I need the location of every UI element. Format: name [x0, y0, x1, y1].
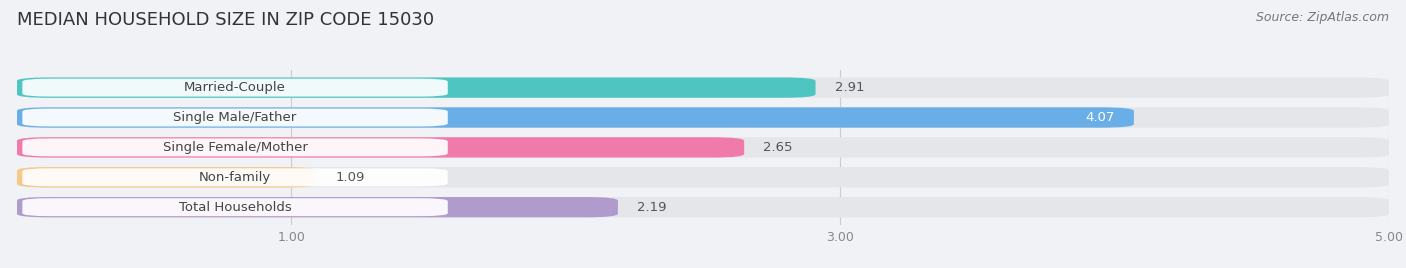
FancyBboxPatch shape [17, 197, 617, 217]
FancyBboxPatch shape [22, 198, 447, 216]
Text: Married-Couple: Married-Couple [184, 81, 285, 94]
FancyBboxPatch shape [22, 79, 447, 96]
Text: Source: ZipAtlas.com: Source: ZipAtlas.com [1256, 11, 1389, 24]
FancyBboxPatch shape [17, 77, 815, 98]
Text: 4.07: 4.07 [1085, 111, 1115, 124]
Text: 2.91: 2.91 [835, 81, 865, 94]
FancyBboxPatch shape [17, 107, 1133, 128]
FancyBboxPatch shape [17, 197, 1389, 217]
Text: Single Male/Father: Single Male/Father [173, 111, 297, 124]
FancyBboxPatch shape [22, 109, 447, 126]
Text: Single Female/Mother: Single Female/Mother [163, 141, 308, 154]
FancyBboxPatch shape [17, 137, 744, 158]
Text: 2.19: 2.19 [637, 201, 666, 214]
FancyBboxPatch shape [22, 168, 447, 186]
Text: 2.65: 2.65 [763, 141, 793, 154]
Text: Total Households: Total Households [179, 201, 291, 214]
FancyBboxPatch shape [17, 107, 1389, 128]
Text: 1.09: 1.09 [335, 171, 364, 184]
Text: MEDIAN HOUSEHOLD SIZE IN ZIP CODE 15030: MEDIAN HOUSEHOLD SIZE IN ZIP CODE 15030 [17, 11, 434, 29]
FancyBboxPatch shape [17, 137, 1389, 158]
FancyBboxPatch shape [17, 167, 316, 187]
FancyBboxPatch shape [17, 77, 1389, 98]
Text: Non-family: Non-family [198, 171, 271, 184]
FancyBboxPatch shape [22, 139, 447, 156]
FancyBboxPatch shape [17, 167, 1389, 187]
